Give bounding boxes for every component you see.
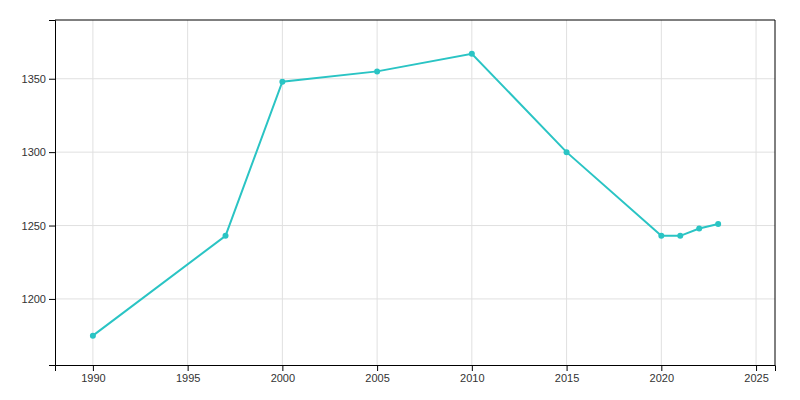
point xyxy=(564,149,570,155)
tick-label: 2010 xyxy=(460,372,484,384)
tick-label: 1990 xyxy=(81,372,105,384)
line xyxy=(93,54,718,336)
grid-line xyxy=(92,20,93,365)
point xyxy=(469,51,475,57)
tick: 1200 xyxy=(22,293,55,305)
tick: 1990 xyxy=(81,365,105,384)
point xyxy=(696,225,702,231)
point xyxy=(374,68,380,74)
tick-label: 2025 xyxy=(744,372,768,384)
tick-mark xyxy=(567,365,568,371)
grid-line xyxy=(756,20,757,365)
tick-mark xyxy=(49,226,55,227)
grid-line xyxy=(55,152,775,153)
tick-mark xyxy=(49,79,55,80)
tick-label: 1200 xyxy=(22,293,46,305)
grid xyxy=(55,20,775,365)
grid-line xyxy=(282,20,283,365)
grid-line xyxy=(55,78,775,79)
tick: 1300 xyxy=(22,146,55,158)
tick-mark xyxy=(472,365,473,371)
tick: 2010 xyxy=(460,365,484,384)
tick: 2020 xyxy=(650,365,674,384)
axis-line xyxy=(56,366,776,372)
series xyxy=(90,51,721,339)
grid-line xyxy=(187,20,188,365)
tick-label: 1995 xyxy=(176,372,200,384)
tick: 2025 xyxy=(744,365,768,384)
tick-mark xyxy=(377,365,378,371)
tick-label: 2020 xyxy=(650,372,674,384)
point xyxy=(677,233,683,239)
y-axis: 1200 1250 1300 1350 xyxy=(22,21,56,366)
tick: 1995 xyxy=(176,365,200,384)
tick-mark xyxy=(282,365,283,371)
tick-mark xyxy=(49,152,55,153)
tick-label: 2015 xyxy=(555,372,579,384)
tick-label: 1350 xyxy=(22,73,46,85)
tick-mark xyxy=(49,299,55,300)
tick-label: 2000 xyxy=(271,372,295,384)
point xyxy=(658,233,664,239)
point xyxy=(90,333,96,339)
frame-line xyxy=(55,20,775,21)
tick: 2005 xyxy=(365,365,389,384)
tick-mark xyxy=(661,365,662,371)
tick-label: 1250 xyxy=(22,220,46,232)
tick-mark xyxy=(756,365,757,371)
grid-line xyxy=(471,20,472,365)
point xyxy=(715,221,721,227)
tick: 2000 xyxy=(271,365,295,384)
frame-line xyxy=(775,20,776,365)
point xyxy=(279,79,285,85)
tick-mark xyxy=(188,365,189,371)
tick: 2015 xyxy=(555,365,579,384)
grid-line xyxy=(55,298,775,299)
axis-line xyxy=(49,21,56,366)
grid-line xyxy=(566,20,567,365)
chart: 1990 1995 2000 2005 2010 2015 2020 2025 1200 1250… xyxy=(0,0,800,400)
tick-mark xyxy=(93,365,94,371)
grid-line xyxy=(661,20,662,365)
tick: 1250 xyxy=(22,220,55,232)
tick: 1350 xyxy=(22,73,55,85)
x-axis: 1990 1995 2000 2005 2010 2015 2020 2025 xyxy=(56,365,776,384)
tick-label: 1300 xyxy=(22,146,46,158)
tick-label: 2005 xyxy=(365,372,389,384)
grid-line xyxy=(55,225,775,226)
point xyxy=(223,233,229,239)
plot: 1990 1995 2000 2005 2010 2015 2020 2025 1200 1250… xyxy=(22,20,776,384)
